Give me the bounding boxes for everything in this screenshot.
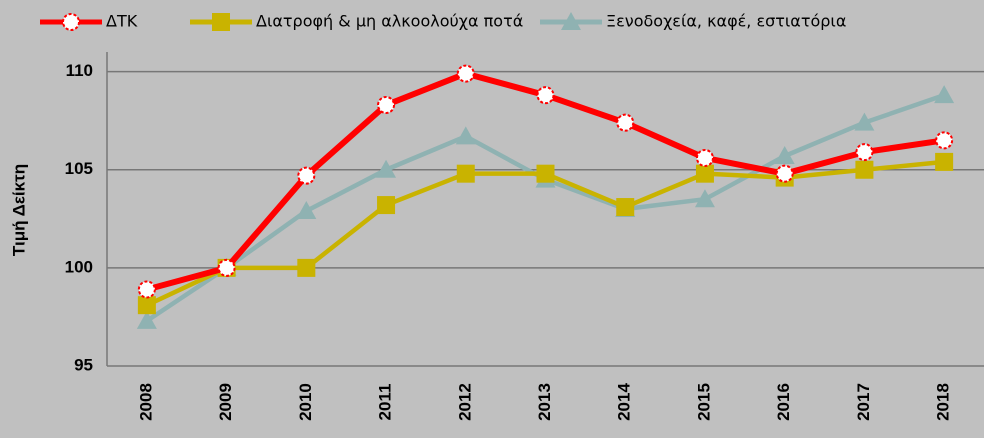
x-tick-label: 2017 [854,383,873,421]
marker [855,160,874,179]
marker [136,310,157,329]
marker [217,258,236,277]
marker [456,64,475,83]
x-tick-label: 2015 [694,383,713,421]
marker [934,85,955,104]
marker [62,13,80,31]
marker [616,198,635,217]
y-tick-label: 110 [66,61,93,80]
y-axis-label: Τιμή Δείκτη [9,164,28,256]
marker [376,159,397,178]
marker [855,143,874,162]
x-tick-label: 2008 [136,383,155,421]
legend-item: ΔΤΚ [40,12,138,31]
series-line [145,93,945,323]
marker [297,166,316,185]
marker [695,148,714,167]
marker [935,131,954,150]
marker [456,164,475,183]
marker [377,95,396,114]
legend-label: Ξενοδοχεία, καφέ, εστιατόρια [606,12,846,31]
marker [935,152,954,171]
marker [854,112,875,131]
marker [377,196,396,215]
y-tick-label: 105 [65,159,93,178]
x-tick-label: 2016 [774,383,793,421]
y-tick-label: 95 [74,355,93,374]
x-tick-label: 2013 [535,383,554,421]
x-tick-label: 2011 [376,384,395,421]
x-tick-label: 2018 [934,383,953,421]
marker [774,146,795,165]
marker [137,296,156,315]
y-tick-label: 100 [65,257,93,276]
marker [695,164,714,183]
marker [775,164,794,183]
legend-label: Διατροφή & μη αλκοολούχα ποτά [256,12,523,31]
x-tick-label: 2014 [615,383,634,421]
marker [616,113,635,132]
marker [137,280,156,299]
x-tick-label: 2012 [455,383,474,421]
marker [455,126,476,145]
marker [536,164,555,183]
marker [536,86,555,105]
x-tick-label: 2010 [296,383,315,421]
marker [297,258,316,277]
legend-item: Ξενοδοχεία, καφέ, εστιατόρια [540,12,846,31]
marker [212,13,230,31]
marker [694,189,715,208]
legend-item: Διατροφή & μη αλκοολούχα ποτά [190,12,523,31]
x-tick-label: 2009 [216,383,235,421]
legend-label: ΔΤΚ [106,12,138,31]
marker [296,200,317,219]
marker [561,12,581,30]
